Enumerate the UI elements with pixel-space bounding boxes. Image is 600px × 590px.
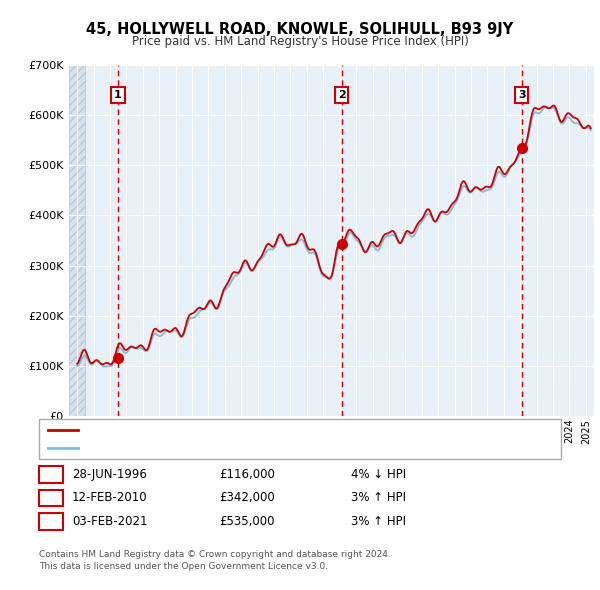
Text: HPI: Average price, detached house, Solihull: HPI: Average price, detached house, Soli… <box>84 442 315 453</box>
Text: £535,000: £535,000 <box>219 515 275 528</box>
Text: 3% ↑ HPI: 3% ↑ HPI <box>351 491 406 504</box>
Text: 03-FEB-2021: 03-FEB-2021 <box>72 515 148 528</box>
Text: 3: 3 <box>47 515 55 528</box>
Text: Price paid vs. HM Land Registry's House Price Index (HPI): Price paid vs. HM Land Registry's House … <box>131 35 469 48</box>
Text: 3: 3 <box>518 90 526 100</box>
Text: 4% ↓ HPI: 4% ↓ HPI <box>351 468 406 481</box>
Text: 3% ↑ HPI: 3% ↑ HPI <box>351 515 406 528</box>
Text: 45, HOLLYWELL ROAD, KNOWLE, SOLIHULL, B93 9JY: 45, HOLLYWELL ROAD, KNOWLE, SOLIHULL, B9… <box>86 22 514 37</box>
Text: Contains HM Land Registry data © Crown copyright and database right 2024.
This d: Contains HM Land Registry data © Crown c… <box>39 550 391 571</box>
Text: 1: 1 <box>114 90 122 100</box>
Text: 28-JUN-1996: 28-JUN-1996 <box>72 468 147 481</box>
Text: 2: 2 <box>338 90 346 100</box>
Text: 2: 2 <box>47 491 55 504</box>
Text: 12-FEB-2010: 12-FEB-2010 <box>72 491 148 504</box>
Text: £116,000: £116,000 <box>219 468 275 481</box>
Bar <box>69 65 85 416</box>
Text: £342,000: £342,000 <box>219 491 275 504</box>
Text: 1: 1 <box>47 468 55 481</box>
Text: 45, HOLLYWELL ROAD, KNOWLE, SOLIHULL, B93 9JY (detached house): 45, HOLLYWELL ROAD, KNOWLE, SOLIHULL, B9… <box>84 425 448 435</box>
